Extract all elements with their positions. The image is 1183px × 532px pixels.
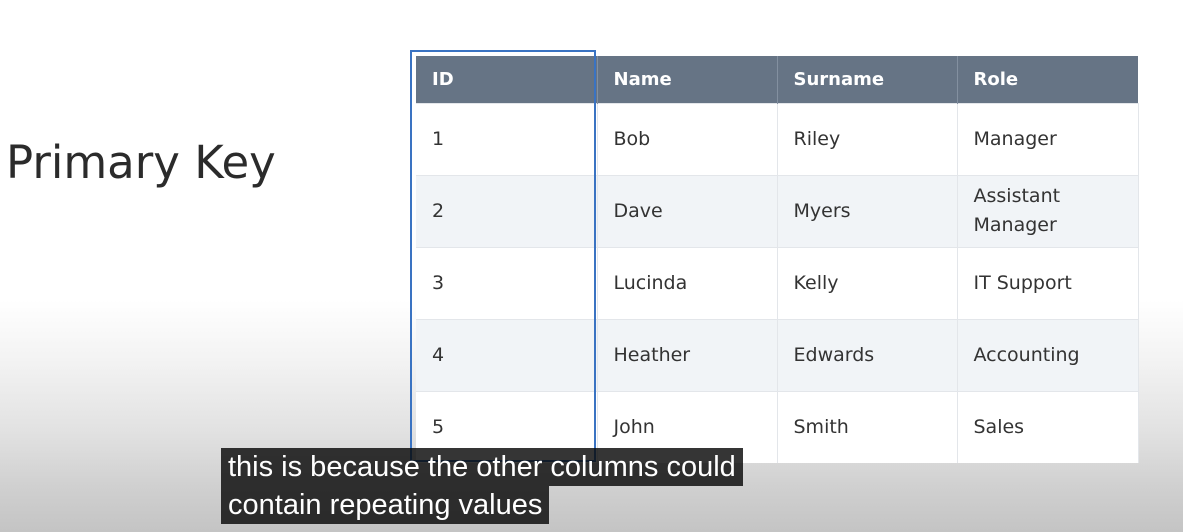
cell-id: 2: [416, 174, 598, 247]
subtitle-caption: this is because the other columns could …: [221, 448, 743, 524]
employee-table: ID Name Surname Role 1 Bob Riley Manager…: [416, 56, 1139, 463]
cell-surname: Edwards: [777, 318, 958, 391]
caption-line-1: this is because the other columns could: [221, 448, 743, 486]
cell-role: IT Support: [957, 246, 1139, 319]
table-row: 2 Dave Myers Assistant Manager: [416, 174, 1139, 247]
column-header-id: ID: [416, 56, 598, 103]
cell-name: Bob: [597, 102, 778, 175]
cell-name: Dave: [597, 174, 778, 247]
table-row: 1 Bob Riley Manager: [416, 102, 1139, 175]
cell-role: Sales: [957, 390, 1139, 463]
column-header-name: Name: [597, 56, 778, 103]
cell-name: Heather: [597, 318, 778, 391]
table-row: 3 Lucinda Kelly IT Support: [416, 246, 1139, 319]
cell-name: Lucinda: [597, 246, 778, 319]
table-row: 4 Heather Edwards Accounting: [416, 318, 1139, 391]
table-header-row: ID Name Surname Role: [416, 56, 1138, 103]
caption-line-2: contain repeating values: [221, 486, 550, 524]
cell-surname: Kelly: [777, 246, 958, 319]
column-header-surname: Surname: [777, 56, 958, 103]
cell-surname: Riley: [777, 102, 958, 175]
cell-id: 4: [416, 318, 598, 391]
cell-role: Assistant Manager: [957, 174, 1139, 247]
cell-surname: Smith: [777, 390, 958, 463]
column-header-role: Role: [957, 56, 1138, 103]
slide-title: Primary Key: [6, 136, 276, 189]
cell-id: 1: [416, 102, 598, 175]
cell-role: Manager: [957, 102, 1139, 175]
cell-surname: Myers: [777, 174, 958, 247]
employee-table-container: ID Name Surname Role 1 Bob Riley Manager…: [416, 56, 1139, 463]
cell-id: 3: [416, 246, 598, 319]
cell-role: Accounting: [957, 318, 1139, 391]
